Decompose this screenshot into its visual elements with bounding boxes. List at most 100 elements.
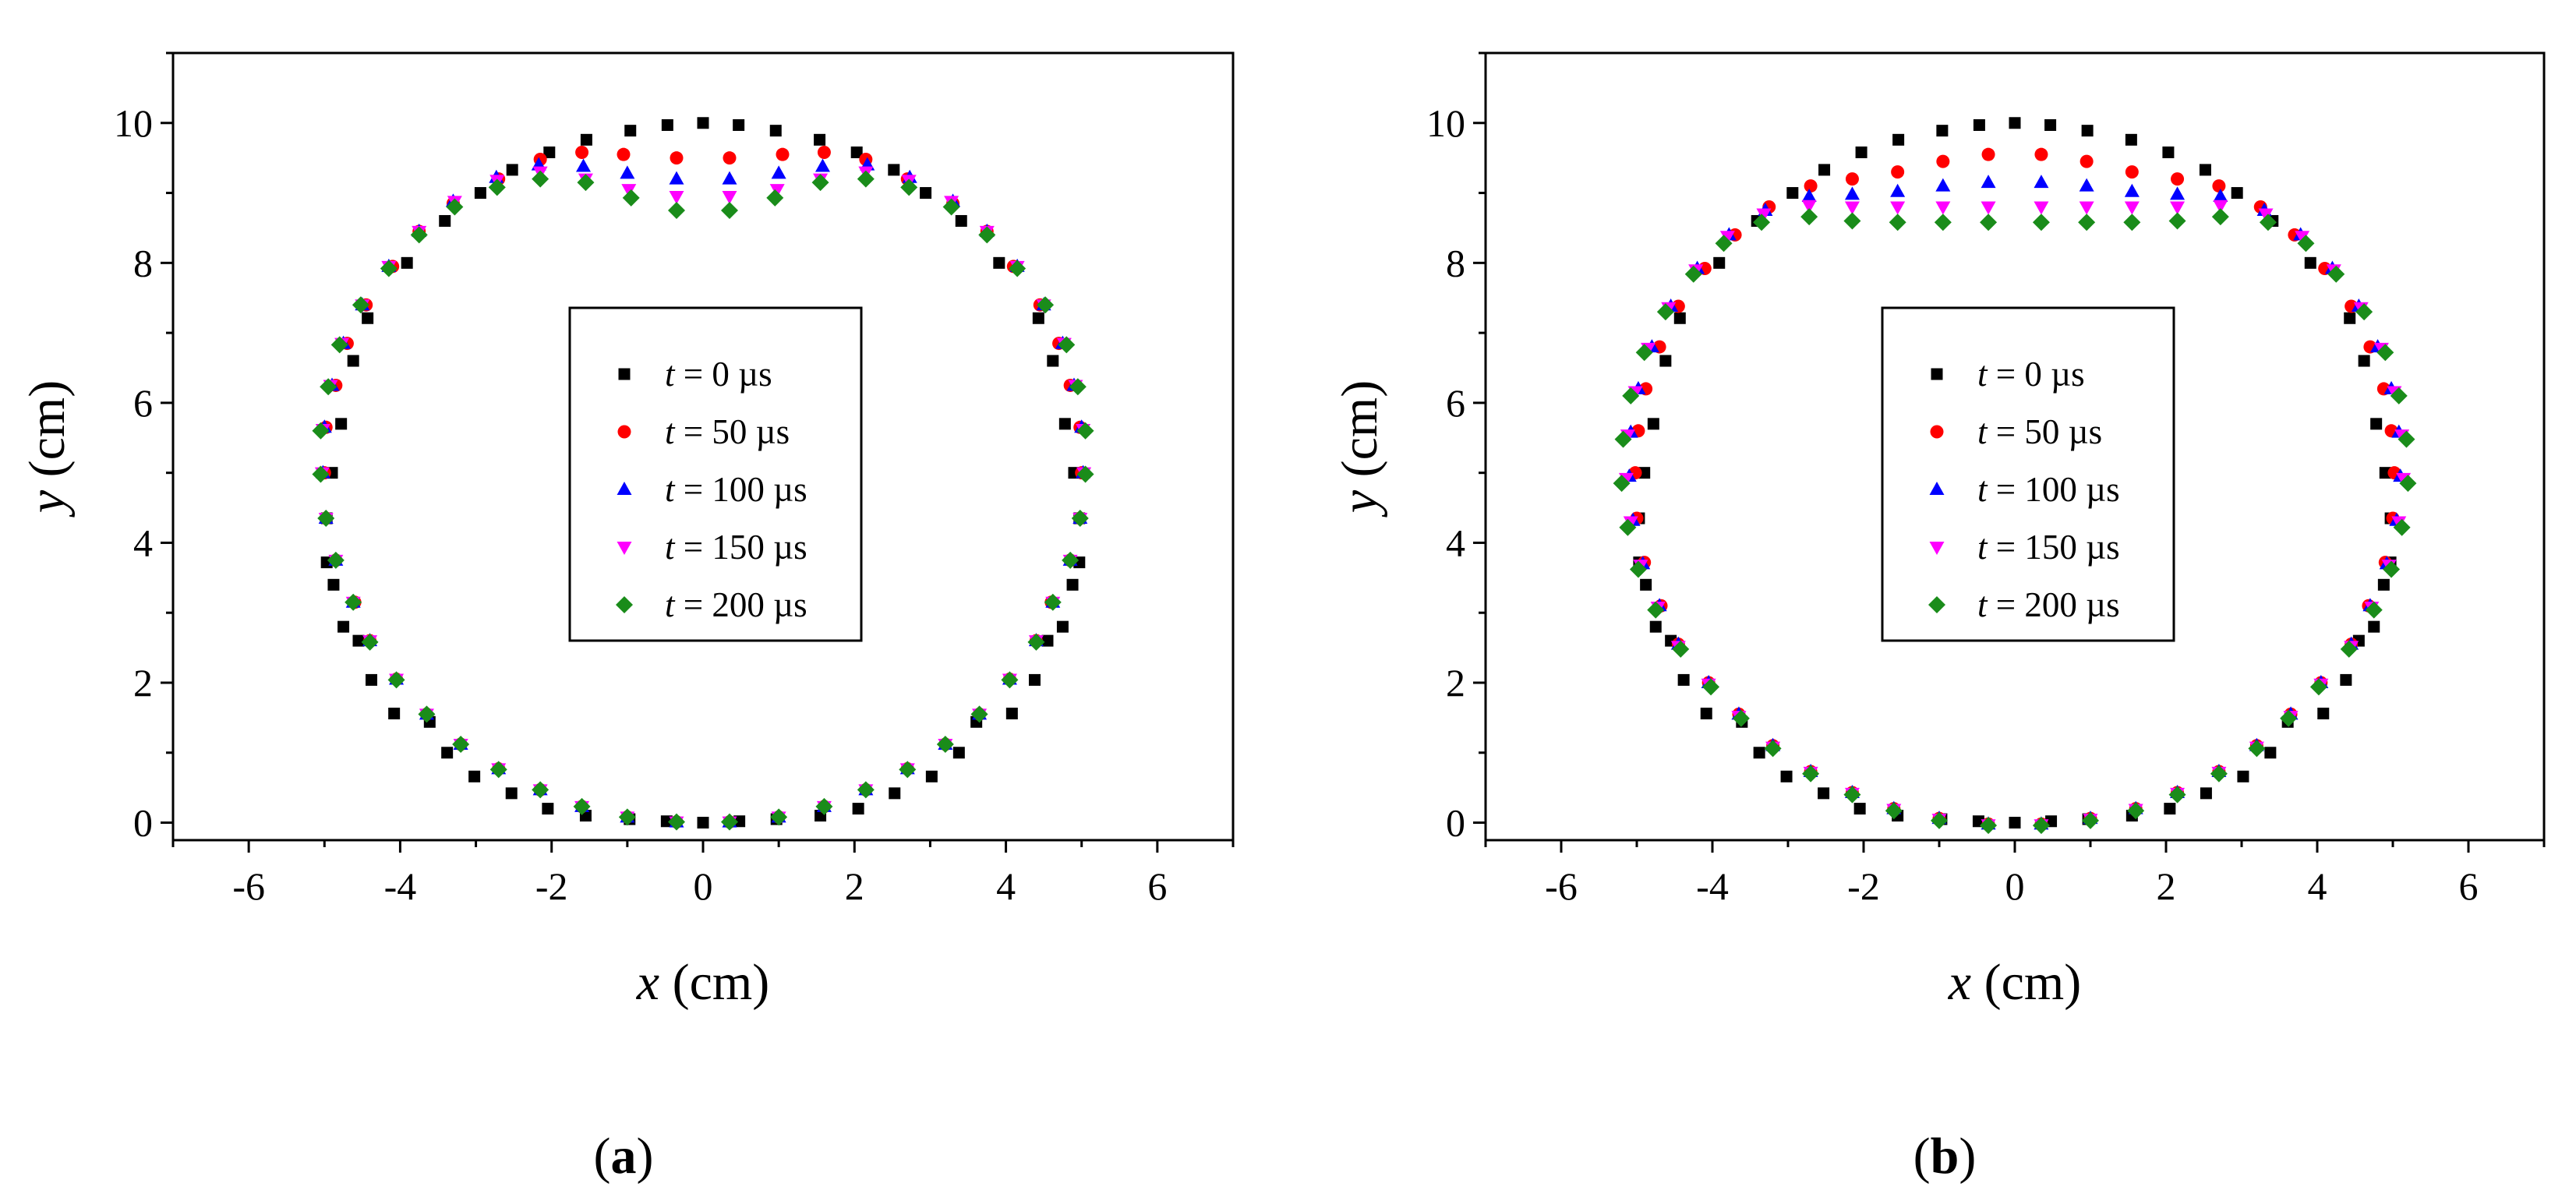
data-point bbox=[1981, 175, 1996, 189]
data-point bbox=[1818, 164, 1831, 176]
data-point bbox=[2078, 214, 2096, 231]
data-point bbox=[1801, 200, 1817, 214]
data-point bbox=[2124, 183, 2140, 197]
data-point bbox=[1700, 708, 1712, 720]
data-point bbox=[1622, 387, 1640, 404]
data-point bbox=[1027, 633, 1045, 651]
data-point bbox=[776, 147, 790, 161]
x-tick-label: -6 bbox=[232, 864, 265, 908]
data-point bbox=[660, 815, 673, 828]
data-point bbox=[1058, 336, 1076, 354]
data-point bbox=[2358, 355, 2370, 367]
legend-box bbox=[568, 306, 863, 642]
data-point bbox=[815, 797, 833, 815]
data-point bbox=[1076, 422, 1094, 440]
data-point bbox=[1635, 344, 1653, 362]
x-tick-label: 0 bbox=[2005, 864, 2025, 908]
data-point bbox=[2168, 212, 2186, 230]
data-point bbox=[418, 705, 436, 723]
y-tick-label: 4 bbox=[133, 521, 153, 564]
legend-box bbox=[1881, 306, 2175, 642]
data-point bbox=[1931, 811, 1948, 829]
data-point bbox=[387, 671, 405, 689]
data-point bbox=[1656, 303, 1674, 321]
legend-marker bbox=[1929, 482, 1945, 495]
data-point bbox=[620, 165, 635, 179]
data-point bbox=[1672, 640, 1690, 658]
data-point bbox=[1647, 601, 1665, 619]
data-point bbox=[580, 133, 592, 146]
data-point bbox=[721, 202, 738, 219]
data-point bbox=[2170, 201, 2186, 215]
data-point bbox=[814, 158, 830, 172]
data-point bbox=[1764, 740, 1782, 758]
x-tick-label: 2 bbox=[2157, 864, 2176, 908]
x-axis-title: x (cm) bbox=[1948, 954, 2081, 1011]
data-point bbox=[489, 761, 507, 779]
data-point bbox=[1041, 634, 1054, 647]
data-point bbox=[1071, 510, 1089, 528]
data-point bbox=[1732, 709, 1750, 727]
data-point bbox=[1069, 378, 1087, 396]
data-point bbox=[2340, 640, 2358, 658]
data-point bbox=[2080, 154, 2094, 168]
data-point bbox=[857, 170, 875, 188]
data-point bbox=[1684, 265, 1702, 283]
legend-marker bbox=[1931, 368, 1943, 380]
data-point bbox=[1649, 620, 1662, 633]
data-point bbox=[573, 797, 591, 815]
x-tick-label: 6 bbox=[1147, 864, 1167, 908]
y-tick-label: 0 bbox=[1446, 801, 1465, 845]
data-point bbox=[1613, 475, 1631, 493]
series-t200 bbox=[312, 170, 1094, 831]
legend-label: t = 100 µs bbox=[665, 470, 807, 509]
y-tick-label: 10 bbox=[1426, 101, 1465, 145]
data-point bbox=[814, 133, 826, 146]
data-point bbox=[2044, 118, 2057, 131]
data-point bbox=[771, 165, 786, 179]
data-point bbox=[1659, 355, 1672, 367]
x-tick-label: -2 bbox=[1847, 864, 1880, 908]
data-point bbox=[1702, 678, 1720, 696]
legend-label: t = 150 µs bbox=[665, 528, 807, 567]
data-point bbox=[2295, 231, 2310, 245]
data-point bbox=[1037, 296, 1055, 314]
legend-marker bbox=[1929, 542, 1945, 555]
data-point bbox=[1673, 312, 1686, 324]
data-point bbox=[577, 174, 595, 192]
data-point bbox=[2171, 172, 2185, 186]
data-point bbox=[327, 551, 345, 569]
data-point bbox=[624, 125, 637, 137]
data-point bbox=[1844, 201, 1860, 215]
data-point bbox=[2258, 208, 2274, 222]
data-point bbox=[2379, 467, 2391, 479]
data-point bbox=[452, 736, 470, 754]
data-point bbox=[668, 813, 685, 831]
data-point bbox=[2162, 146, 2175, 158]
data-point bbox=[1753, 214, 1771, 231]
data-point bbox=[1934, 214, 1952, 231]
data-point bbox=[889, 787, 901, 800]
data-point bbox=[1062, 551, 1080, 569]
data-point bbox=[1980, 214, 1998, 231]
y-tick-label: 4 bbox=[1446, 521, 1465, 564]
data-point bbox=[723, 151, 737, 165]
data-point bbox=[1677, 673, 1690, 686]
panel-label-b: (b) bbox=[1913, 1128, 1977, 1185]
data-point bbox=[532, 781, 549, 799]
x-axis: -6 -4 -2 0 2 4 6 bbox=[1484, 840, 2546, 908]
data-point bbox=[1853, 803, 1866, 815]
legend-marker bbox=[618, 368, 631, 380]
data-point bbox=[2297, 235, 2315, 253]
data-point bbox=[312, 465, 330, 483]
data-point bbox=[769, 125, 782, 137]
data-point bbox=[2327, 265, 2345, 283]
data-point bbox=[2264, 747, 2277, 759]
data-point bbox=[1935, 201, 1951, 215]
y-tick-label: 0 bbox=[133, 801, 153, 845]
data-point bbox=[352, 634, 365, 647]
data-point bbox=[770, 808, 788, 826]
data-point bbox=[2210, 765, 2228, 782]
data-point bbox=[1715, 235, 1733, 253]
